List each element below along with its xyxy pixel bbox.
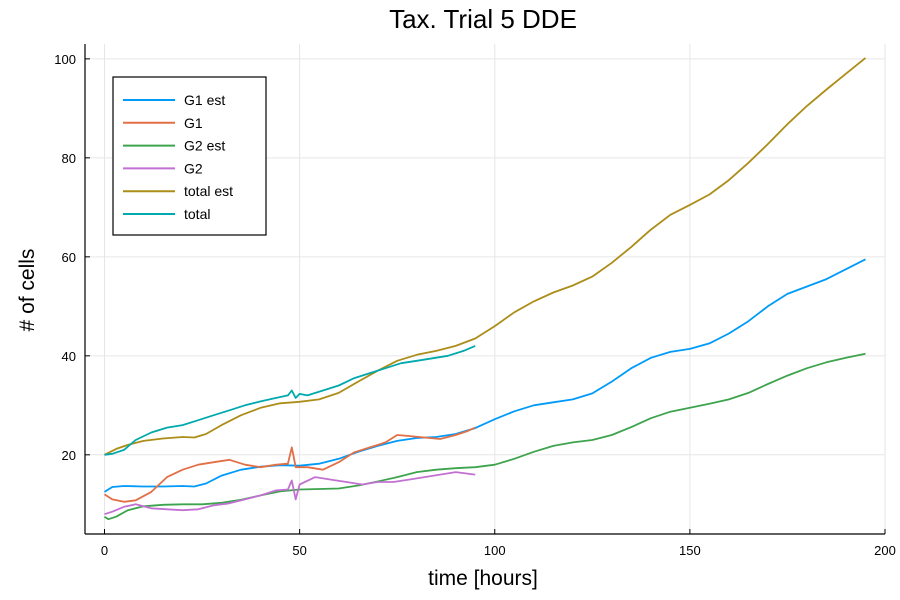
chart-title: Tax. Trial 5 DDE [389,4,577,34]
legend-label: total [184,206,210,222]
y-tick-label: 20 [62,448,76,463]
legend-label: total est [184,183,233,199]
y-tick-label: 80 [62,151,76,166]
legend-label: G2 [184,160,203,176]
x-tick-label: 200 [874,543,896,558]
ticks: 0 50 100 150 200 20 40 60 80 100 [54,52,896,558]
x-tick-label: 0 [101,543,108,558]
series-line-g2-est [104,352,866,521]
series-line-total [104,345,476,456]
legend-box [112,76,267,236]
legend-label: G1 [184,115,203,131]
legend-label: G2 est [184,138,225,154]
x-axis-label: time [hours] [428,567,538,590]
y-tick-label: 100 [54,52,76,67]
y-tick-label: 40 [62,349,76,364]
x-tick-label: 150 [679,543,701,558]
legend: G1 est G1 G2 est G2 total est total [112,76,267,236]
legend-label: G1 est [184,92,225,108]
series-line-total-est [104,57,867,456]
series-layer [104,57,867,521]
y-tick-label: 60 [62,250,76,265]
y-axis-label: # of cells [16,249,39,332]
x-tick-label: 50 [292,543,306,558]
series-line-g1 [104,426,476,503]
series-line-g2 [104,471,476,516]
x-tick-label: 100 [484,543,506,558]
